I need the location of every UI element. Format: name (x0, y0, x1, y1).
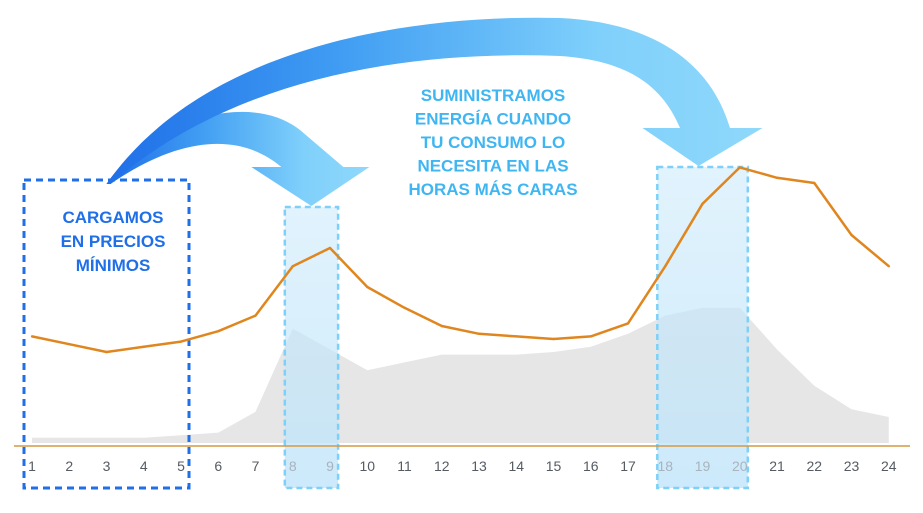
arrow-to-hours-18-20 (106, 17, 763, 184)
x-tick-label: 23 (844, 458, 860, 474)
price-point (403, 306, 406, 309)
annotation-layer: CARGAMOS EN PRECIOS MÍNIMOS SUMINISTRAMOS EN… (61, 86, 578, 275)
annotation-charge-line: CARGAMOS (62, 208, 163, 227)
x-tick-label: 17 (620, 458, 636, 474)
x-tick-label: 9 (326, 458, 334, 474)
x-tick-label: 1 (28, 458, 36, 474)
price-point (477, 332, 481, 335)
price-point (68, 343, 71, 346)
price-point (664, 265, 667, 268)
annotation-supply-line: HORAS MÁS CARAS (408, 180, 577, 199)
x-tick-label: 2 (65, 458, 73, 474)
highlight-box-supply-3 (656, 165, 750, 490)
price-line (31, 166, 890, 354)
consumption-area-layer (32, 307, 889, 443)
arrow-to-hours-8-9 (106, 111, 370, 206)
price-point (440, 324, 443, 328)
annotation-charge-line: EN PRECIOS (61, 232, 166, 251)
x-tick-label: 11 (397, 458, 412, 474)
annotation-charge-line: MÍNIMOS (76, 256, 151, 275)
x-tick-label: 4 (140, 458, 148, 474)
arrow-layer (106, 17, 763, 206)
x-tick-label: 20 (732, 458, 748, 474)
price-point (552, 337, 555, 341)
price-point (254, 314, 257, 317)
x-tick-label: 24 (881, 458, 897, 474)
price-point (850, 233, 853, 237)
x-tick-labels: 1 2 3 4 5 6 7 8 9 10 11 12 13 14 15 16 17 18 19 20 21 22 23 24 (28, 458, 897, 474)
x-tick-label: 16 (583, 458, 599, 474)
x-tick-label: 12 (434, 458, 450, 474)
price-point (291, 265, 294, 268)
highlight-box-charge-1 (22, 178, 191, 490)
x-tick-label: 6 (214, 458, 222, 474)
price-point (813, 181, 816, 185)
x-tick-label: 8 (289, 458, 297, 474)
x-tick-label: 3 (103, 458, 111, 474)
price-point (142, 345, 145, 348)
x-tick-label: 14 (509, 458, 525, 474)
consumption-area (32, 307, 889, 443)
price-point (179, 340, 183, 343)
price-point (515, 335, 518, 338)
highlight-box-supply-2 (283, 205, 340, 490)
price-point (105, 350, 108, 354)
x-tick-label: 18 (658, 458, 674, 474)
price-point (701, 202, 704, 205)
price-point (887, 265, 890, 268)
x-tick-label: 21 (769, 458, 785, 474)
x-tick-label: 7 (252, 458, 260, 474)
annotation-supply-line: SUMINISTRAMOS (421, 86, 566, 105)
x-tick-label: 5 (177, 458, 185, 474)
x-tick-label: 22 (807, 458, 823, 474)
price-line-layer (30, 166, 890, 354)
annotation-supply-line: NECESITA EN LAS (417, 157, 568, 176)
price-point (589, 335, 592, 338)
price-point (30, 335, 34, 338)
price-point (626, 322, 630, 325)
annotation-supply-line: TU CONSUMO LO (421, 133, 566, 152)
x-tick-label: 13 (471, 458, 487, 474)
price-point (217, 330, 220, 333)
price-point (366, 285, 369, 289)
price-point (738, 166, 741, 169)
annotation-supply-line: ENERGÍA CUANDO (415, 110, 571, 129)
x-tick-label: 10 (360, 458, 376, 474)
x-tick-label: 15 (546, 458, 562, 474)
price-point (775, 176, 779, 179)
x-tick-label: 19 (695, 458, 711, 474)
highlight-box-layer (22, 165, 750, 490)
price-point (328, 246, 332, 250)
